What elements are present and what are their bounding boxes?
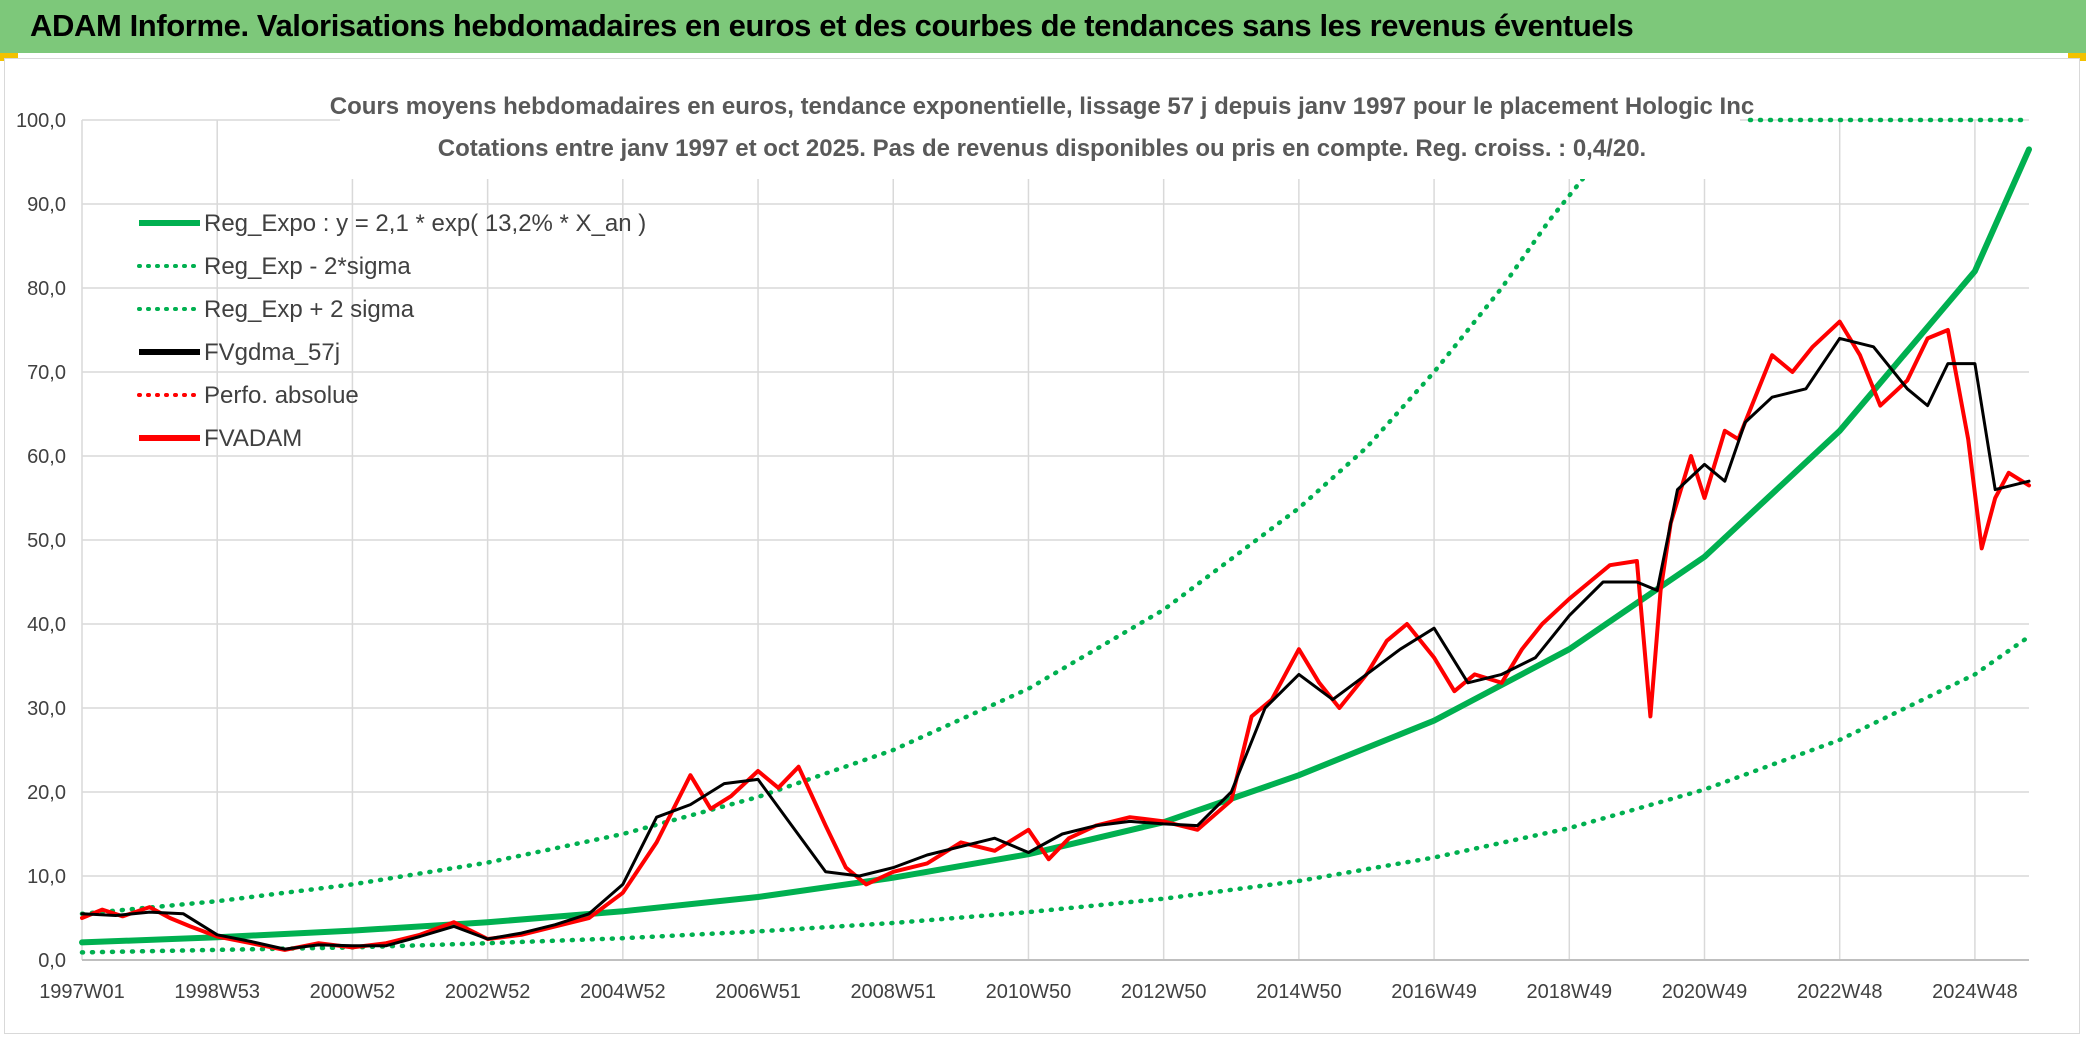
chart-title: Cours moyens hebdomadaires en euros, ten… [330,93,1754,120]
y-tick-label: 50,0 [27,530,66,552]
chart-area: 0,0 10,0 20,0 30,0 40,0 50,0 60,0 70,0 80,0 90,0 1… [4,58,2080,1034]
legend-label: FVgdma_57j [204,339,340,366]
y-tick-label: 60,0 [27,446,66,468]
y-tick-label: 70,0 [27,362,66,384]
series-line-reg-exp-2-sigma [79,634,2032,955]
report-title: ADAM Informe. Valorisations hebdomadaire… [30,8,1634,43]
report-header-bar: ADAM Informe. Valorisations hebdomadaire… [0,0,2086,53]
x-tick-label: 2016W49 [1391,981,1477,1003]
x-tick-label: 2006W51 [715,981,801,1003]
y-tick-label: 0,0 [38,950,66,972]
x-tick-label: 2024W48 [1932,981,2018,1003]
x-tick-label: 2010W50 [986,981,1072,1003]
legend-label: Reg_Expo : y = 2,1 * exp( 13,2% * X_an ) [204,210,646,237]
y-tick-label: 90,0 [27,194,66,216]
gridlines [81,119,2029,961]
x-tick-label: 2004W52 [580,981,666,1003]
series-line-fvgdma-57j [80,336,2031,951]
y-tick-label: 10,0 [27,866,66,888]
axis-tick-labels: 0,0 10,0 20,0 30,0 40,0 50,0 60,0 70,0 80,0 90,0 1… [16,110,2018,1003]
left-corner-accent [0,53,18,61]
legend-label: Perfo. absolue [204,382,359,409]
x-tick-label: 2000W52 [310,981,396,1003]
y-tick-label: 20,0 [27,782,66,804]
chart-subtitle: Cotations entre janv 1997 et oct 2025. P… [438,135,1646,162]
legend-label: Reg_Exp + 2 sigma [204,296,415,323]
x-tick-label: 2002W52 [445,981,531,1003]
line-chart: 0,0 10,0 20,0 30,0 40,0 50,0 60,0 70,0 80,0 90,0 1… [16,87,2032,1003]
x-tick-label: 2020W49 [1662,981,1748,1003]
y-tick-label: 30,0 [27,698,66,720]
y-tick-label: 40,0 [27,614,66,636]
y-tick-label: 80,0 [27,278,66,300]
legend: Reg_Expo : y = 2,1 * exp( 13,2% * X_an )… [137,210,646,452]
x-tick-label: 2014W50 [1256,981,1342,1003]
series-line-reg-expo [79,146,2032,946]
y-tick-label: 100,0 [16,110,66,132]
legend-label: Reg_Exp - 2*sigma [204,253,411,280]
right-corner-accent [2068,53,2086,61]
series-line-fvadam [80,319,2031,952]
legend-label: FVADAM [204,425,302,452]
chart-title-background [340,87,1740,179]
x-tick-label: 1998W53 [174,981,260,1003]
series-lines [79,117,2032,955]
x-tick-label: 2022W48 [1797,981,1883,1003]
x-tick-label: 2018W49 [1526,981,1612,1003]
x-tick-label: 1997W01 [39,981,125,1003]
x-tick-label: 2008W51 [850,981,936,1003]
x-tick-label: 2012W50 [1121,981,1207,1003]
series-line-reg-exp-2-sigma [79,176,1586,917]
